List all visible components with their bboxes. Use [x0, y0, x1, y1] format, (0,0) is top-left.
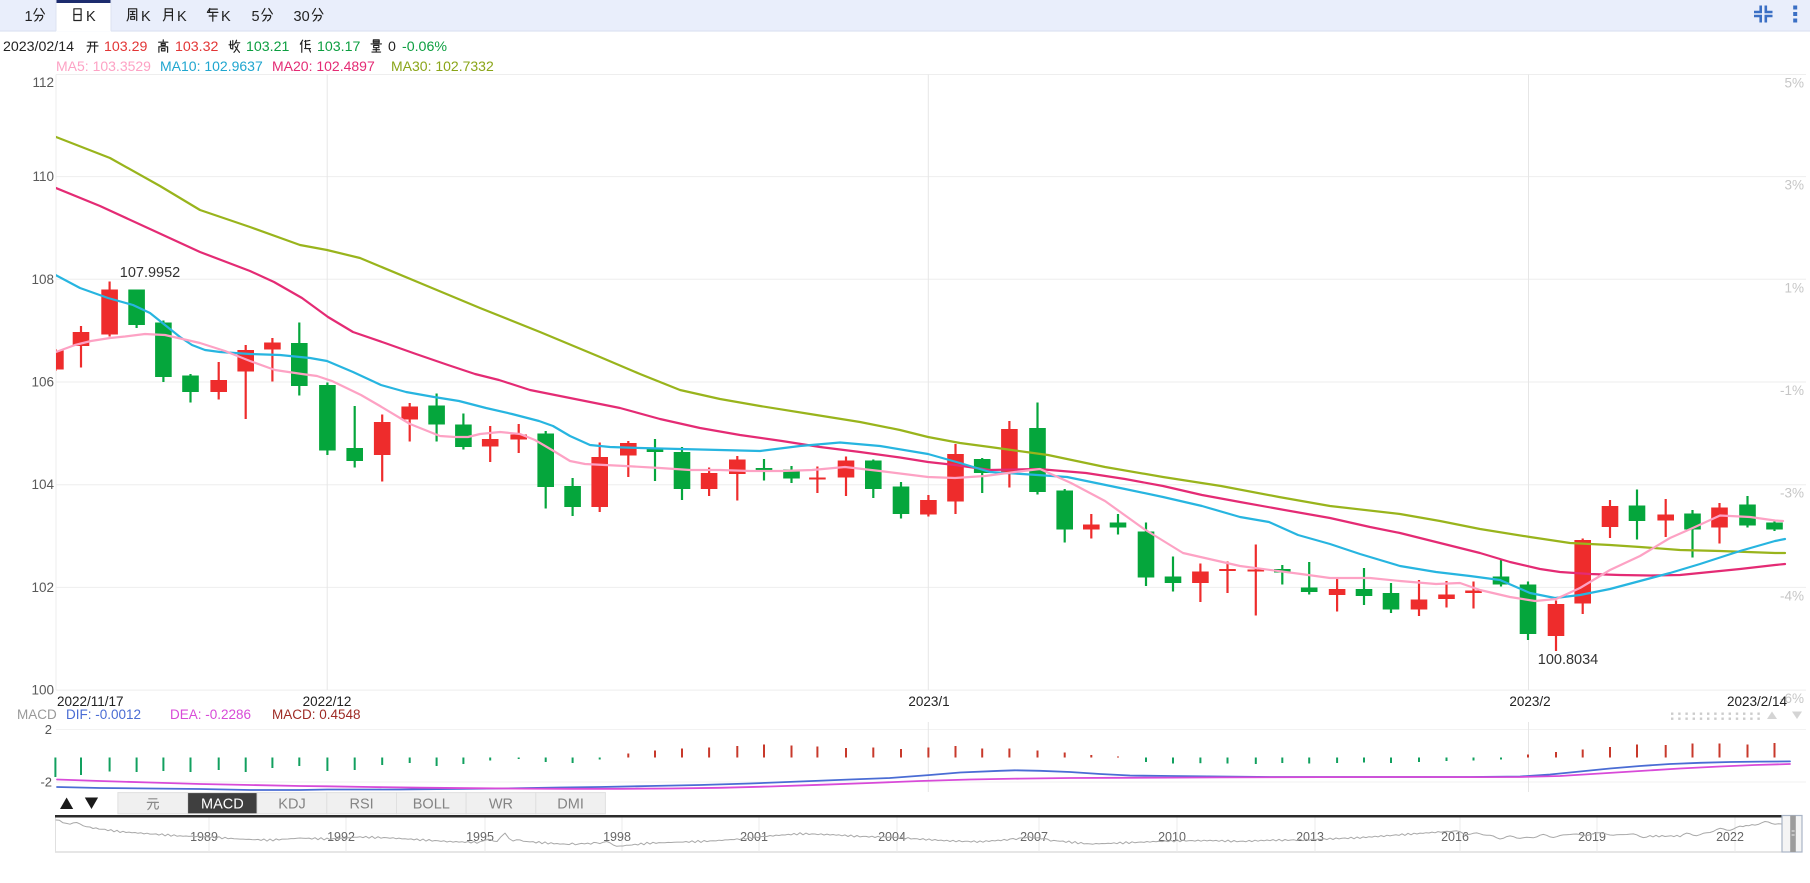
svg-text:106: 106 — [31, 375, 54, 390]
svg-text:-3%: -3% — [1780, 486, 1804, 501]
svg-text:-4%: -4% — [1780, 588, 1804, 603]
svg-text:MA10: 102.9637: MA10: 102.9637 — [160, 58, 263, 74]
svg-text:1: 1 — [25, 9, 33, 25]
svg-text:-0.06%: -0.06% — [402, 39, 447, 55]
svg-text:2004: 2004 — [878, 830, 906, 844]
svg-text:MACD: 0.4548: MACD: 0.4548 — [272, 707, 361, 722]
svg-text:MACD: MACD — [201, 797, 244, 813]
svg-text:-6%: -6% — [1780, 691, 1804, 706]
svg-text:110: 110 — [32, 169, 54, 184]
svg-text:DMI: DMI — [557, 797, 584, 813]
svg-text:104: 104 — [31, 477, 54, 492]
svg-text:1%: 1% — [1784, 280, 1804, 295]
svg-text:100: 100 — [31, 683, 54, 698]
svg-text:0: 0 — [388, 39, 396, 55]
svg-text:-1%: -1% — [1780, 383, 1804, 398]
svg-text:MA5: 103.3529: MA5: 103.3529 — [56, 58, 151, 74]
svg-text:MACD: MACD — [17, 707, 57, 722]
svg-text:103.32: 103.32 — [175, 39, 219, 55]
svg-text:2022/11/17: 2022/11/17 — [57, 694, 124, 709]
svg-text:BOLL: BOLL — [413, 797, 450, 813]
svg-text:K: K — [141, 9, 151, 25]
svg-text:102: 102 — [31, 580, 54, 595]
svg-text:108: 108 — [31, 272, 54, 287]
svg-text:K: K — [221, 9, 231, 25]
svg-text:30: 30 — [294, 9, 310, 25]
svg-text:2: 2 — [45, 722, 52, 737]
svg-text:DEA: -0.2286: DEA: -0.2286 — [170, 707, 251, 722]
svg-text:2019: 2019 — [1578, 830, 1606, 844]
svg-text:2022/12: 2022/12 — [303, 694, 352, 709]
svg-text:2016: 2016 — [1441, 830, 1469, 844]
svg-text:103.21: 103.21 — [246, 39, 290, 55]
svg-text:K: K — [86, 9, 96, 25]
svg-text:2023/2: 2023/2 — [1509, 694, 1550, 709]
svg-text:1998: 1998 — [603, 830, 631, 844]
svg-text:107.9952: 107.9952 — [120, 265, 180, 281]
svg-text:-2: -2 — [40, 775, 52, 790]
svg-text:RSI: RSI — [350, 797, 374, 813]
svg-text:2013: 2013 — [1296, 830, 1324, 844]
svg-text:2023/2/14: 2023/2/14 — [1727, 694, 1788, 709]
svg-text:100.8034: 100.8034 — [1538, 652, 1598, 668]
svg-text:WR: WR — [489, 797, 513, 813]
svg-text:2007: 2007 — [1020, 830, 1048, 844]
svg-text:2022: 2022 — [1716, 830, 1744, 844]
svg-text:KDJ: KDJ — [278, 797, 305, 813]
svg-text:112: 112 — [32, 75, 54, 90]
svg-text:2023/02/14: 2023/02/14 — [3, 39, 74, 55]
svg-text:2023/1: 2023/1 — [908, 694, 949, 709]
svg-text:MA30: 102.7332: MA30: 102.7332 — [391, 58, 494, 74]
svg-text:K: K — [177, 9, 187, 25]
svg-text:DIF: -0.0012: DIF: -0.0012 — [66, 707, 141, 722]
svg-text:MA20: 102.4897: MA20: 102.4897 — [272, 58, 375, 74]
svg-text:103.17: 103.17 — [317, 39, 361, 55]
svg-text:5%: 5% — [1784, 76, 1804, 91]
svg-text:5: 5 — [252, 9, 260, 25]
svg-text:1995: 1995 — [466, 830, 494, 844]
svg-text:103.29: 103.29 — [104, 39, 148, 55]
svg-text:1992: 1992 — [327, 830, 355, 844]
svg-text:3%: 3% — [1784, 178, 1804, 193]
